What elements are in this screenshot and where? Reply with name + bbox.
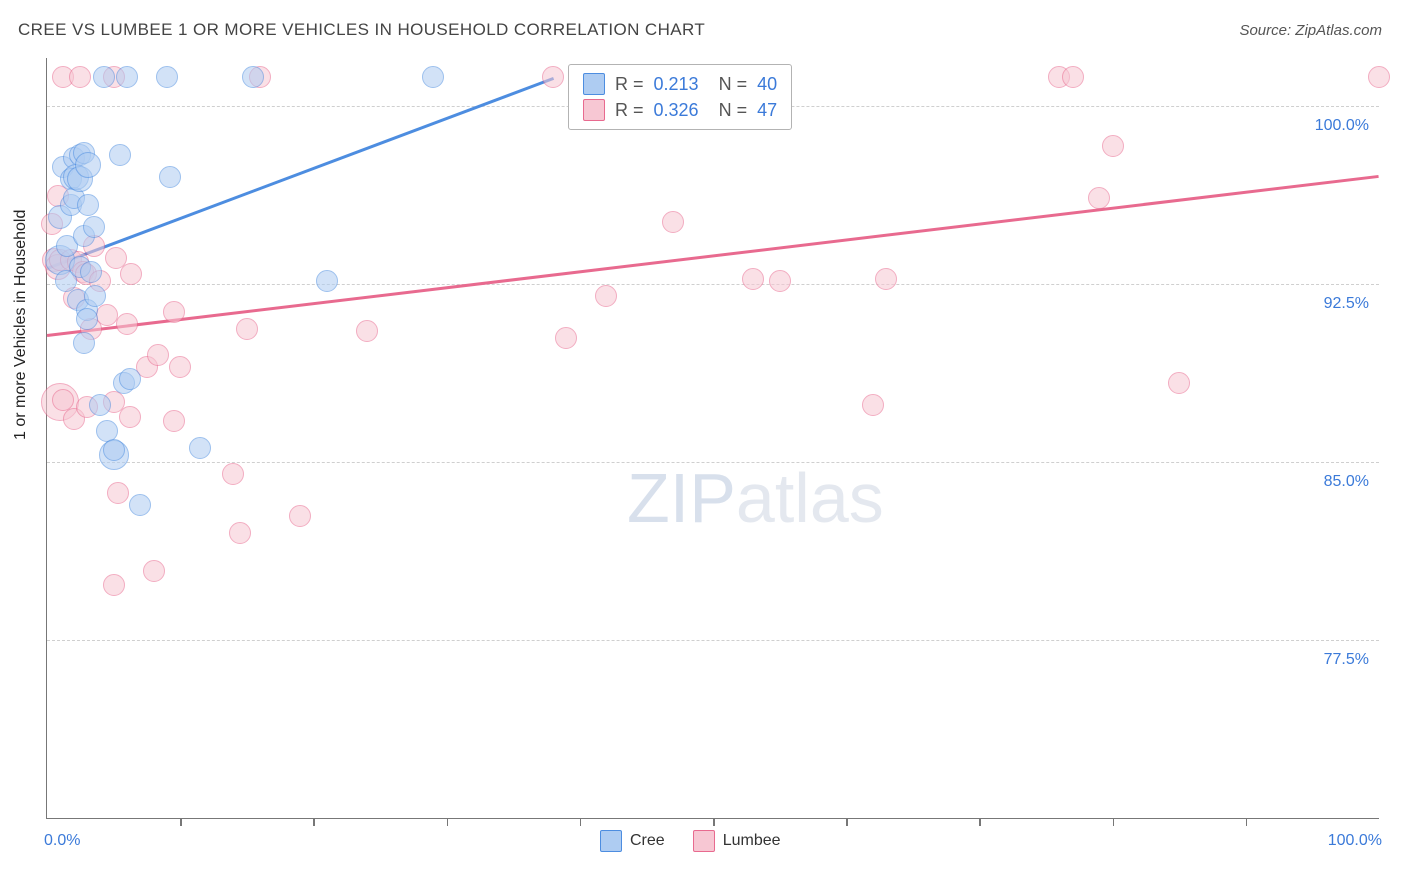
data-point xyxy=(163,301,185,323)
gridline xyxy=(47,640,1379,641)
stats-legend-row: R = 0.213 N = 40 xyxy=(583,71,777,97)
n-value: 40 xyxy=(757,71,777,97)
r-value: 0.326 xyxy=(654,97,699,123)
x-tick xyxy=(180,818,182,826)
data-point xyxy=(75,152,101,178)
data-point xyxy=(76,308,98,330)
y-tick-label: 100.0% xyxy=(1311,117,1369,135)
series-legend-label: Lumbee xyxy=(723,832,781,850)
trend-line xyxy=(47,174,1379,336)
data-point xyxy=(143,560,165,582)
data-point xyxy=(84,285,106,307)
data-point xyxy=(555,327,577,349)
x-tick xyxy=(713,818,715,826)
x-tick xyxy=(447,818,449,826)
data-point xyxy=(169,356,191,378)
data-point xyxy=(1168,372,1190,394)
r-label: R = xyxy=(615,97,644,123)
gridline xyxy=(47,462,1379,463)
data-point xyxy=(116,313,138,335)
data-point xyxy=(83,216,105,238)
data-point xyxy=(109,144,131,166)
data-point xyxy=(222,463,244,485)
r-value: 0.213 xyxy=(654,71,699,97)
n-value: 47 xyxy=(757,97,777,123)
stats-legend: R = 0.213 N = 40 R = 0.326 N = 47 xyxy=(568,64,792,130)
data-point xyxy=(356,320,378,342)
data-point xyxy=(147,344,169,366)
data-point xyxy=(289,505,311,527)
data-point xyxy=(1088,187,1110,209)
data-point xyxy=(742,268,764,290)
data-point xyxy=(1102,135,1124,157)
data-point xyxy=(229,522,251,544)
data-point xyxy=(129,494,151,516)
x-tick xyxy=(846,818,848,826)
stats-legend-row: R = 0.326 N = 47 xyxy=(583,97,777,123)
data-point xyxy=(189,437,211,459)
x-tick xyxy=(1246,818,1248,826)
data-point xyxy=(1368,66,1390,88)
data-point xyxy=(236,318,258,340)
series-legend-label: Cree xyxy=(630,832,665,850)
n-label: N = xyxy=(719,71,748,97)
y-axis-label: 1 or more Vehicles in Household xyxy=(12,210,30,440)
data-point xyxy=(73,332,95,354)
gridline xyxy=(47,284,1379,285)
data-point xyxy=(107,482,129,504)
data-point xyxy=(595,285,617,307)
data-point xyxy=(77,194,99,216)
plot-area: ZIPatlas 77.5% 85.0% 92.5% 100.0% xyxy=(46,58,1379,819)
x-axis-min-label: 0.0% xyxy=(44,832,80,850)
swatch-icon xyxy=(600,830,622,852)
data-point xyxy=(769,270,791,292)
swatch-icon xyxy=(693,830,715,852)
series-legend-item: Lumbee xyxy=(693,830,781,852)
data-point xyxy=(69,66,91,88)
data-point xyxy=(93,66,115,88)
swatch-icon xyxy=(583,73,605,95)
data-point xyxy=(242,66,264,88)
data-point xyxy=(862,394,884,416)
data-point xyxy=(96,304,118,326)
x-axis-max-label: 100.0% xyxy=(1328,832,1382,850)
y-tick-label: 85.0% xyxy=(1320,473,1369,491)
series-legend-item: Cree xyxy=(600,830,665,852)
series-legend: Cree Lumbee xyxy=(600,830,781,852)
data-point xyxy=(103,439,125,461)
data-point xyxy=(120,263,142,285)
data-point xyxy=(80,261,102,283)
data-point xyxy=(103,574,125,596)
swatch-icon xyxy=(583,99,605,121)
data-point xyxy=(119,368,141,390)
data-point xyxy=(163,410,185,432)
data-point xyxy=(1062,66,1084,88)
x-tick xyxy=(1113,818,1115,826)
data-point xyxy=(119,406,141,428)
watermark: ZIPatlas xyxy=(627,458,884,538)
n-label: N = xyxy=(719,97,748,123)
data-point xyxy=(156,66,178,88)
y-tick-label: 92.5% xyxy=(1320,295,1369,313)
data-point xyxy=(316,270,338,292)
watermark-light: atlas xyxy=(736,459,884,537)
x-tick xyxy=(580,818,582,826)
watermark-bold: ZIP xyxy=(627,459,736,537)
data-point xyxy=(875,268,897,290)
chart-title: CREE VS LUMBEE 1 OR MORE VEHICLES IN HOU… xyxy=(18,20,705,40)
y-tick-label: 77.5% xyxy=(1320,651,1369,669)
x-tick xyxy=(979,818,981,826)
data-point xyxy=(542,66,564,88)
data-point xyxy=(662,211,684,233)
data-point xyxy=(116,66,138,88)
data-point xyxy=(422,66,444,88)
data-point xyxy=(159,166,181,188)
r-label: R = xyxy=(615,71,644,97)
x-tick xyxy=(313,818,315,826)
data-point xyxy=(89,394,111,416)
source-label: Source: ZipAtlas.com xyxy=(1239,22,1382,39)
